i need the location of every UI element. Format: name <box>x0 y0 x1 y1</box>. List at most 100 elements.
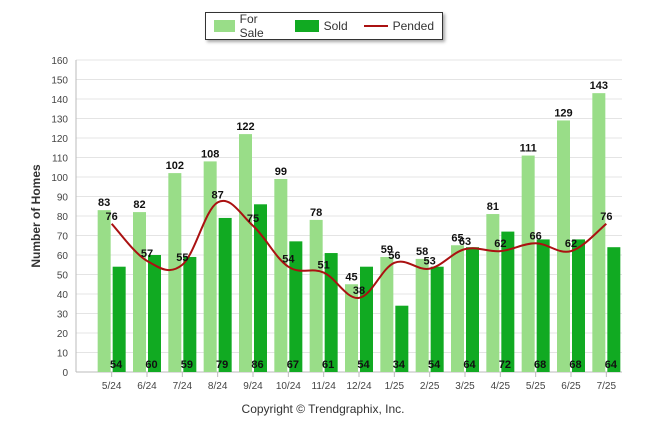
data-label-for-sale: 99 <box>275 166 287 178</box>
legend-item-for-sale[interactable]: For Sale <box>214 12 279 40</box>
data-label-pended: 76 <box>600 211 612 223</box>
bar-sold <box>430 266 444 372</box>
x-tick-label: 6/24 <box>137 381 157 392</box>
bar-sold <box>536 239 550 372</box>
bar-sold <box>501 231 515 372</box>
bar-sold <box>607 247 621 372</box>
data-label-pended: 54 <box>282 254 295 266</box>
data-label-for-sale: 143 <box>590 80 608 92</box>
x-tick-label: 5/24 <box>102 381 122 392</box>
data-label-for-sale: 82 <box>133 199 145 211</box>
data-label-for-sale: 122 <box>236 121 254 133</box>
data-label-for-sale: 45 <box>345 271 357 283</box>
y-tick-label: 20 <box>57 329 69 340</box>
bar-for-sale <box>380 256 394 372</box>
data-label-sold: 67 <box>287 359 299 371</box>
y-tick-label: 30 <box>57 310 69 321</box>
data-label-pended: 76 <box>106 211 118 223</box>
y-tick-label: 160 <box>51 56 68 67</box>
data-label-sold: 60 <box>145 359 157 371</box>
y-tick-label: 0 <box>62 368 68 379</box>
data-label-sold: 86 <box>251 359 263 371</box>
bar-sold <box>183 256 197 372</box>
legend-label-pended: Pended <box>392 19 434 33</box>
x-tick-label: 3/25 <box>455 381 475 392</box>
y-tick-label: 150 <box>51 76 68 87</box>
bar-for-sale <box>486 214 500 372</box>
data-label-pended: 51 <box>318 260 330 272</box>
x-tick-label: 1/25 <box>385 381 405 392</box>
bar-for-sale <box>203 161 217 372</box>
data-label-sold: 59 <box>181 359 193 371</box>
x-tick-label: 9/24 <box>243 381 263 392</box>
y-tick-label: 60 <box>57 251 69 262</box>
x-tick-label: 5/25 <box>526 381 546 392</box>
bar-sold <box>289 241 303 372</box>
bar-for-sale <box>592 93 606 373</box>
bar-for-sale <box>451 245 464 372</box>
x-tick-label: 12/24 <box>346 381 371 392</box>
bar-for-sale <box>239 134 252 372</box>
line-pended <box>110 199 607 299</box>
bar-for-sale <box>309 219 323 372</box>
data-label-sold: 54 <box>110 359 123 371</box>
data-label-pended: 75 <box>247 213 259 225</box>
legend-line-pended <box>363 25 388 27</box>
bar-for-sale <box>133 212 146 372</box>
data-label-sold: 61 <box>322 359 334 371</box>
x-tick-label: 7/24 <box>173 381 193 392</box>
data-label-sold: 64 <box>605 359 618 371</box>
legend: For Sale Sold Pended <box>205 12 443 40</box>
data-label-sold: 68 <box>534 359 546 371</box>
legend-swatch-sold <box>294 20 319 32</box>
x-tick-label: 6/25 <box>561 381 581 392</box>
x-tick-label: 4/25 <box>491 381 511 392</box>
data-label-for-sale: 111 <box>520 143 537 155</box>
y-tick-label: 40 <box>57 290 69 301</box>
y-tick-label: 120 <box>51 134 68 145</box>
x-tick-label: 7/25 <box>597 381 617 392</box>
data-label-for-sale: 102 <box>166 160 184 172</box>
bar-for-sale <box>415 258 429 372</box>
legend-item-sold[interactable]: Sold <box>294 19 348 33</box>
y-tick-label: 140 <box>51 95 68 106</box>
data-label-sold: 54 <box>428 359 441 371</box>
bar-for-sale <box>345 284 358 372</box>
bar-for-sale <box>168 173 182 372</box>
y-axis-title: Number of Homes <box>29 164 43 268</box>
data-label-for-sale: 81 <box>487 201 499 213</box>
data-label-sold: 68 <box>569 359 581 371</box>
x-tick-label: 8/24 <box>208 381 228 392</box>
data-label-pended: 62 <box>565 238 577 250</box>
y-tick-label: 100 <box>51 173 68 184</box>
data-label-pended: 63 <box>459 236 471 248</box>
bar-sold <box>112 266 126 372</box>
bar-for-sale <box>521 155 535 372</box>
y-tick-label: 50 <box>57 271 69 282</box>
copyright-credit: Copyright © Trendgraphix, Inc. <box>241 402 405 416</box>
data-label-pended: 66 <box>530 230 542 242</box>
bar-sold <box>218 217 232 372</box>
data-label-for-sale: 129 <box>554 107 572 119</box>
bar-sold <box>360 266 373 372</box>
y-tick-label: 80 <box>57 212 69 223</box>
y-tick-label: 70 <box>57 232 69 243</box>
data-label-pended: 62 <box>494 238 506 250</box>
data-label-sold: 72 <box>499 359 511 371</box>
legend-label-sold: Sold <box>323 19 348 33</box>
data-label-for-sale: 58 <box>416 246 428 258</box>
data-label-for-sale: 59 <box>381 244 393 256</box>
data-label-pended: 87 <box>212 189 224 201</box>
bar-sold <box>148 255 161 372</box>
bar-sold <box>324 253 338 372</box>
bar-for-sale <box>97 210 111 372</box>
x-tick-label: 2/25 <box>420 381 440 392</box>
data-label-for-sale: 65 <box>451 232 463 244</box>
y-tick-label: 130 <box>51 115 68 126</box>
data-label-sold: 54 <box>357 359 370 371</box>
data-label-pended: 53 <box>424 256 436 268</box>
legend-item-pended[interactable]: Pended <box>363 19 434 33</box>
data-label-for-sale: 83 <box>98 197 110 209</box>
legend-label-for-sale: For Sale <box>239 12 264 40</box>
